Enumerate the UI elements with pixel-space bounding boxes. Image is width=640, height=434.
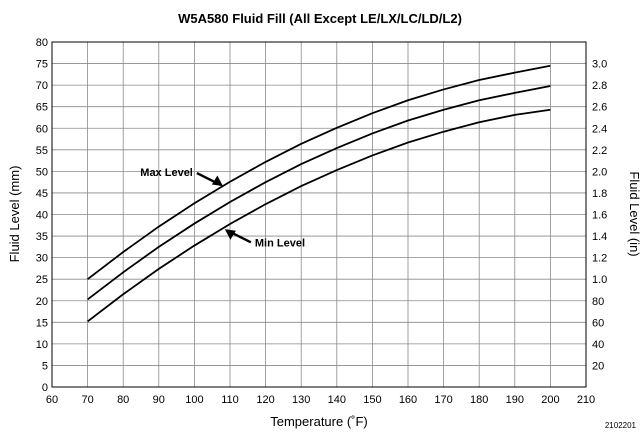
y2-tick-label: 2.0 — [592, 166, 607, 178]
y2-tick-label: 1.0 — [592, 274, 607, 286]
y2-tick-label: 2.8 — [592, 80, 607, 92]
x-tick-label: 120 — [256, 394, 274, 406]
x-tick-label: 160 — [399, 394, 417, 406]
y-tick-label: 50 — [36, 166, 48, 178]
y2-tick-label: 2.2 — [592, 145, 607, 157]
min-level-arrowhead — [224, 229, 236, 240]
y-tick-label: 15 — [36, 317, 48, 329]
x-tick-label: 80 — [117, 394, 129, 406]
y2-tick-label: 1.6 — [592, 210, 607, 222]
y2-tick-label: 3.0 — [592, 59, 607, 71]
y2-tick-label: 80 — [592, 296, 604, 308]
x-tick-label: 100 — [185, 394, 203, 406]
x-tick-label: 90 — [153, 394, 165, 406]
y-tick-label: 20 — [36, 296, 48, 308]
x-tick-label: 170 — [434, 394, 452, 406]
y-tick-label: 35 — [36, 231, 48, 243]
x-tick-label: 60 — [46, 394, 58, 406]
x-tick-label: 130 — [292, 394, 310, 406]
y2-axis-ticks: 20 40 60 80 1.0 1.2 1.4 1.6 1.8 2.0 2.2 2.4 2.6 2.8 3.… — [592, 59, 607, 373]
x-tick-label: 150 — [363, 394, 381, 406]
figure-id: 2102201 — [605, 421, 637, 430]
plot-frame — [51, 41, 587, 388]
y-tick-label: 80 — [36, 37, 48, 49]
y-tick-label: 55 — [36, 145, 48, 157]
chart-title: W5A580 Fluid Fill (All Except LE/LX/LC/L… — [178, 11, 462, 26]
y2-tick-label: 1.2 — [592, 253, 607, 265]
x-tick-label: 210 — [577, 394, 595, 406]
y-tick-label: 0 — [42, 382, 48, 394]
min-level-label: Min Level — [255, 237, 305, 249]
y-tick-label: 75 — [36, 59, 48, 71]
max-level-arrowhead — [211, 175, 223, 187]
x-tick-label: 70 — [81, 394, 93, 406]
y2-tick-label: 1.8 — [592, 188, 607, 200]
y-tick-label: 25 — [36, 274, 48, 286]
y2-tick-label: 1.4 — [592, 231, 607, 243]
max-level-curve — [87, 64, 551, 280]
full-level-curve — [87, 85, 551, 301]
y-tick-label: 30 — [36, 253, 48, 265]
curves — [87, 64, 551, 323]
y2-tick-label: 60 — [592, 317, 604, 329]
y-tick-label: 10 — [36, 339, 48, 351]
y2-axis-label: Fluid Level (in) — [627, 171, 640, 256]
y2-tick-label: 20 — [592, 360, 604, 372]
grid — [51, 41, 587, 388]
x-tick-label: 110 — [221, 394, 239, 406]
y-tick-label: 65 — [36, 102, 48, 114]
y-axis-ticks: 0 5 10 15 20 25 30 35 40 45 50 55 60 65 70 75 80 — [36, 37, 48, 394]
x-axis-ticks: 60 70 80 90 100 110 120 130 140 150 160 170 180 190 20… — [46, 394, 595, 406]
y-tick-label: 45 — [36, 188, 48, 200]
y2-tick-label: 40 — [592, 339, 604, 351]
y2-tick-label: 2.4 — [592, 123, 607, 135]
x-tick-label: 190 — [506, 394, 524, 406]
annotations: Max Level Min Level — [140, 167, 305, 249]
min-level-curve — [87, 108, 551, 323]
x-tick-label: 180 — [470, 394, 488, 406]
y-tick-label: 60 — [36, 123, 48, 135]
y-axis-label: Fluid Level (mm) — [7, 166, 22, 263]
x-tick-label: 140 — [328, 394, 346, 406]
y-tick-label: 70 — [36, 80, 48, 92]
max-level-label: Max Level — [140, 167, 193, 179]
y2-tick-label: 2.6 — [592, 102, 607, 114]
x-axis-label: Temperature (˚F) — [270, 414, 368, 429]
x-tick-label: 200 — [541, 394, 559, 406]
y-tick-label: 40 — [36, 210, 48, 222]
y-tick-label: 5 — [42, 360, 48, 372]
